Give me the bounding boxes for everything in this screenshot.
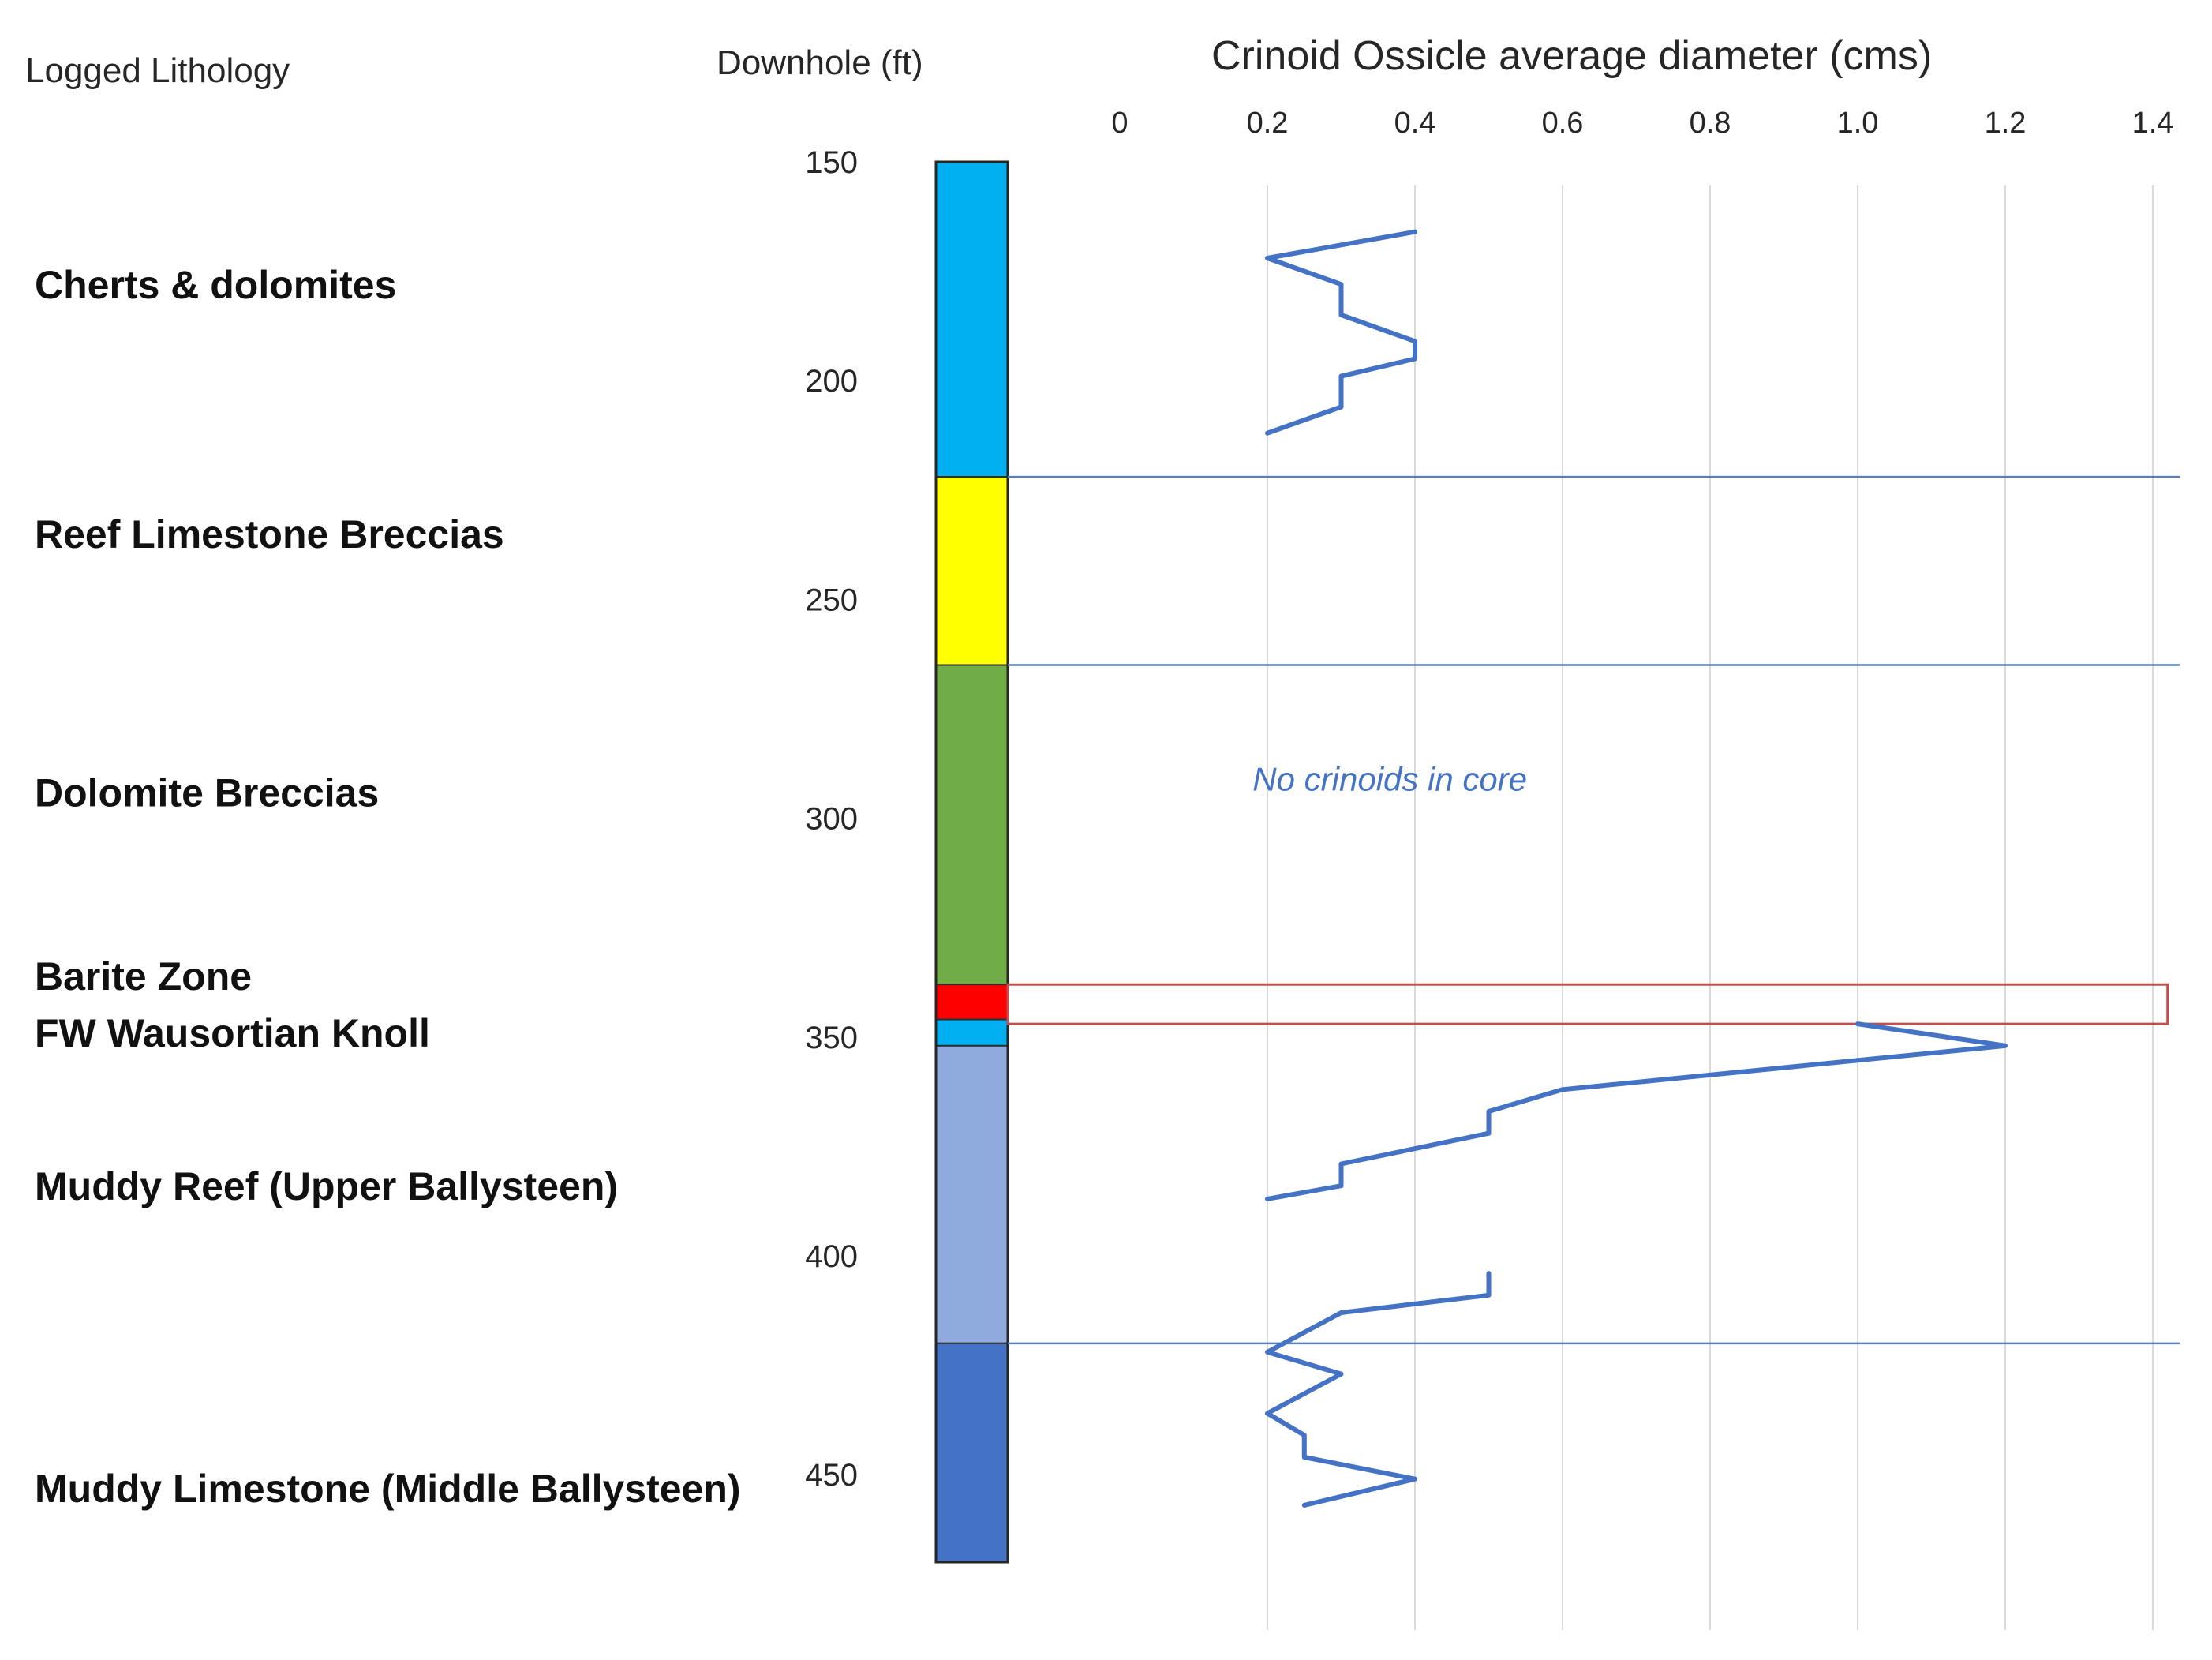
lithology-block-4 — [935, 1018, 1009, 1047]
lithology-block-2 — [935, 664, 1009, 986]
depth-tick-label: 150 — [805, 145, 858, 180]
lithology-header: Logged Lithology — [25, 51, 290, 90]
lithology-block-0 — [935, 161, 1009, 478]
lithology-label-6: Muddy Limestone (Middle Ballysteen) — [35, 1467, 741, 1511]
barite-zone-box — [1006, 983, 2169, 1025]
lithology-label-1: Reef Limestone Breccias — [35, 512, 504, 556]
lithology-label-2: Dolomite Breccias — [35, 770, 379, 815]
lithology-label-0: Cherts & dolomites — [35, 263, 396, 307]
lithology-labels: Cherts & dolomites Reef Limestone Breccia… — [35, 263, 741, 1511]
lithology-label-4: FW Wausortian Knoll — [35, 1011, 430, 1055]
no-crinoids-annotation: No crinoids in core — [1252, 761, 1527, 798]
x-tick-labels: 0 0.2 0.4 0.6 0.8 1.0 1.2 1.4 — [1111, 107, 2173, 140]
lithology-label-3: Barite Zone — [35, 954, 252, 999]
lithology-block-3 — [935, 984, 1009, 1021]
x-tick-label: 0.6 — [1542, 107, 1584, 140]
depth-tick-label: 450 — [805, 1458, 858, 1493]
depth-axis-title: Downhole (ft) — [717, 43, 923, 82]
lithology-block-1 — [935, 476, 1009, 666]
boundary-lines — [1006, 475, 2180, 1345]
lithology-label-5: Muddy Reef (Upper Ballysteen) — [35, 1164, 618, 1208]
series-layer — [1265, 229, 2008, 1508]
lithology-column — [934, 160, 1009, 1564]
depth-tick-label: 350 — [805, 1021, 858, 1055]
depth-tick-labels: 150 200 250 300 350 400 450 — [805, 145, 858, 1493]
lithology-block-6 — [935, 1342, 1009, 1563]
depth-tick-label: 300 — [805, 802, 858, 837]
chart-title: Crinoid Ossicle average diameter (cms) — [1211, 33, 1932, 79]
depth-tick-label: 400 — [805, 1239, 858, 1274]
grid-layer — [1267, 185, 2154, 1630]
depth-tick-label: 200 — [805, 364, 858, 399]
x-tick-label: 1.0 — [1837, 107, 1879, 140]
x-tick-label: 0.8 — [1690, 107, 1731, 140]
lithology-block-5 — [935, 1044, 1009, 1344]
x-tick-label: 1.4 — [2132, 107, 2174, 140]
x-tick-label: 0.2 — [1247, 107, 1289, 140]
x-tick-label: 1.2 — [1985, 107, 2027, 140]
x-tick-label: 0.4 — [1394, 107, 1436, 140]
x-tick-label: 0 — [1111, 107, 1128, 140]
lithology-column-outline — [934, 160, 1009, 1564]
series-line-2 — [1265, 1271, 1492, 1508]
series-line-1 — [1265, 1021, 2008, 1201]
depth-tick-label: 250 — [805, 583, 858, 617]
